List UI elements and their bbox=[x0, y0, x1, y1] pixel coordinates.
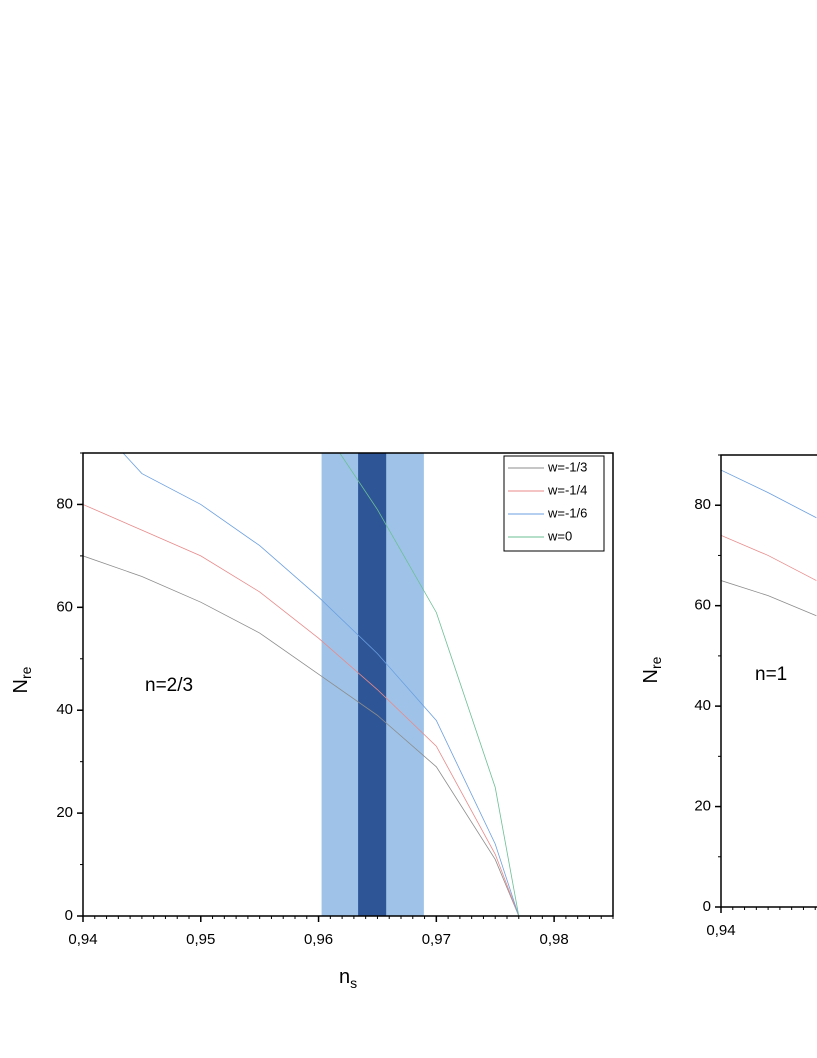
legend-label: w=-1/3 bbox=[547, 459, 587, 474]
legend-label: w=-1/6 bbox=[547, 505, 587, 520]
series-line bbox=[721, 534, 817, 581]
y-axis-label: Nre bbox=[640, 656, 663, 683]
y-axis-label: Nre bbox=[10, 666, 33, 693]
x-tick-label: 0,94 bbox=[68, 931, 97, 948]
axes-frame bbox=[82, 452, 614, 917]
y-label-main: N bbox=[640, 669, 662, 683]
x-tick-label: 0,96 bbox=[304, 931, 333, 948]
annotation: n=1 bbox=[755, 664, 787, 685]
y-tick-label: 40 bbox=[694, 697, 711, 714]
x-axis-label: ns bbox=[339, 966, 357, 990]
y-tick-label: 80 bbox=[56, 495, 73, 512]
x-label-sub: s bbox=[350, 975, 357, 991]
y-tick-label: 20 bbox=[694, 798, 711, 815]
legend-box bbox=[503, 455, 605, 552]
series-line bbox=[721, 469, 817, 519]
axes-frame bbox=[720, 454, 817, 908]
y-label-main: N bbox=[10, 679, 32, 693]
x-tick-label: 0,94 bbox=[706, 922, 735, 939]
series-line bbox=[83, 504, 520, 916]
x-tick-label: 0,95 bbox=[186, 931, 215, 948]
y-tick-label: 60 bbox=[694, 597, 711, 614]
series-line bbox=[83, 555, 520, 916]
y-label-sub: re bbox=[648, 656, 664, 669]
y-tick-label: 0 bbox=[703, 898, 711, 915]
y-tick-label: 80 bbox=[694, 496, 711, 513]
series-line bbox=[339, 453, 520, 916]
annotation: n=2/3 bbox=[145, 675, 193, 696]
series-line bbox=[122, 453, 520, 916]
plot-area bbox=[721, 469, 817, 617]
y-tick-label: 20 bbox=[56, 804, 73, 821]
series-line bbox=[721, 580, 817, 617]
x-label-main: n bbox=[339, 966, 350, 988]
x-tick-label: 0,98 bbox=[540, 931, 569, 948]
y-tick-label: 40 bbox=[56, 701, 73, 718]
legend-label: w=-1/4 bbox=[547, 482, 587, 497]
y-tick-label: 60 bbox=[56, 598, 73, 615]
y-label-sub: re bbox=[18, 666, 34, 679]
plot-area bbox=[83, 453, 520, 916]
legend-label: w=0 bbox=[547, 528, 572, 543]
x-tick-label: 0,97 bbox=[422, 931, 451, 948]
legend: w=-1/3 w=-1/4 w=-1/6 w=0 bbox=[503, 455, 605, 552]
y-tick-label: 0 bbox=[65, 907, 73, 924]
